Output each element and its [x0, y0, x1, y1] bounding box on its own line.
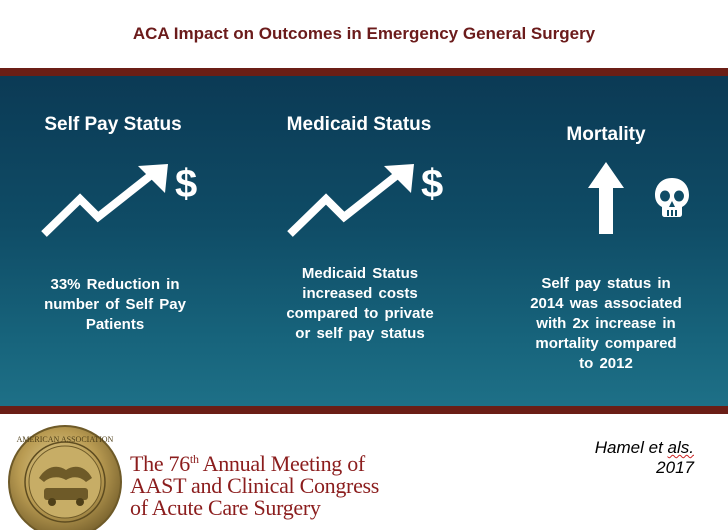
text-line: increased costs — [302, 285, 418, 302]
trending-up-arrow-icon — [287, 164, 414, 237]
skull-icon — [655, 178, 689, 217]
text-line: 2014 was associated — [530, 295, 682, 312]
text-line: with 2x increase in — [536, 315, 676, 332]
association-seal-logo: AMERICAN ASSOCIATION — [8, 425, 122, 530]
text-line: number of Self Pay — [44, 296, 186, 313]
text-line: to 2012 — [579, 355, 633, 372]
medicaid-description: Medicaid Status increased costs compared… — [275, 264, 445, 344]
text-line: Medicaid Status — [301, 265, 419, 282]
medicaid-title: Medicaid Status — [286, 114, 432, 135]
mortality-title: Mortality — [566, 124, 646, 145]
meeting-line-1-rest: Annual Meeting of — [198, 451, 366, 476]
text-line: 33% Reduction in — [50, 276, 180, 293]
self-pay-description: 33% Reduction in number of Self Pay Pati… — [28, 275, 202, 335]
footer: AMERICAN ASSOCIATION The 76th Annual Mee… — [0, 414, 728, 530]
top-divider — [0, 68, 728, 76]
bottom-divider — [0, 406, 728, 414]
text-line: compared to private — [286, 305, 434, 322]
citation-author: Hamel et als. — [595, 438, 694, 458]
citation-year: 2017 — [656, 458, 694, 477]
text-line: Patients — [85, 316, 145, 333]
meeting-title: The 76th Annual Meeting of AAST and Clin… — [130, 448, 379, 519]
dollar-icon: $ — [421, 162, 444, 206]
citation-als: als. — [667, 438, 694, 457]
self-pay-title: Self Pay Status — [44, 114, 182, 135]
dollar-icon: $ — [175, 162, 198, 206]
header: ACA Impact on Outcomes in Emergency Gene… — [0, 0, 728, 68]
citation-name: Hamel et — [594, 438, 668, 457]
trending-up-arrow-icon — [41, 164, 168, 237]
citation: Hamel et als. 2017 — [595, 438, 694, 478]
text-line: mortality compared — [535, 335, 677, 352]
meeting-line-3: of Acute Care Surgery — [130, 495, 321, 520]
mortality-description: Self pay status in 2014 was associated w… — [512, 274, 700, 374]
text-line: or self pay status — [295, 325, 425, 342]
slide-title: ACA Impact on Outcomes in Emergency Gene… — [132, 24, 596, 43]
content-panel: Self Pay Status $ 33% Reduction in numbe… — [0, 76, 728, 406]
meeting-line-1-text: The 76 — [130, 451, 190, 476]
seal-text: AMERICAN ASSOCIATION — [17, 435, 114, 444]
meeting-line-1: The 76th Annual Meeting of — [130, 448, 379, 475]
meeting-line-2: AAST and Clinical Congress — [130, 473, 380, 498]
ordinal-suffix: th — [189, 452, 199, 466]
up-arrow-icon — [588, 162, 624, 234]
text-line: Self pay status in — [541, 275, 671, 292]
